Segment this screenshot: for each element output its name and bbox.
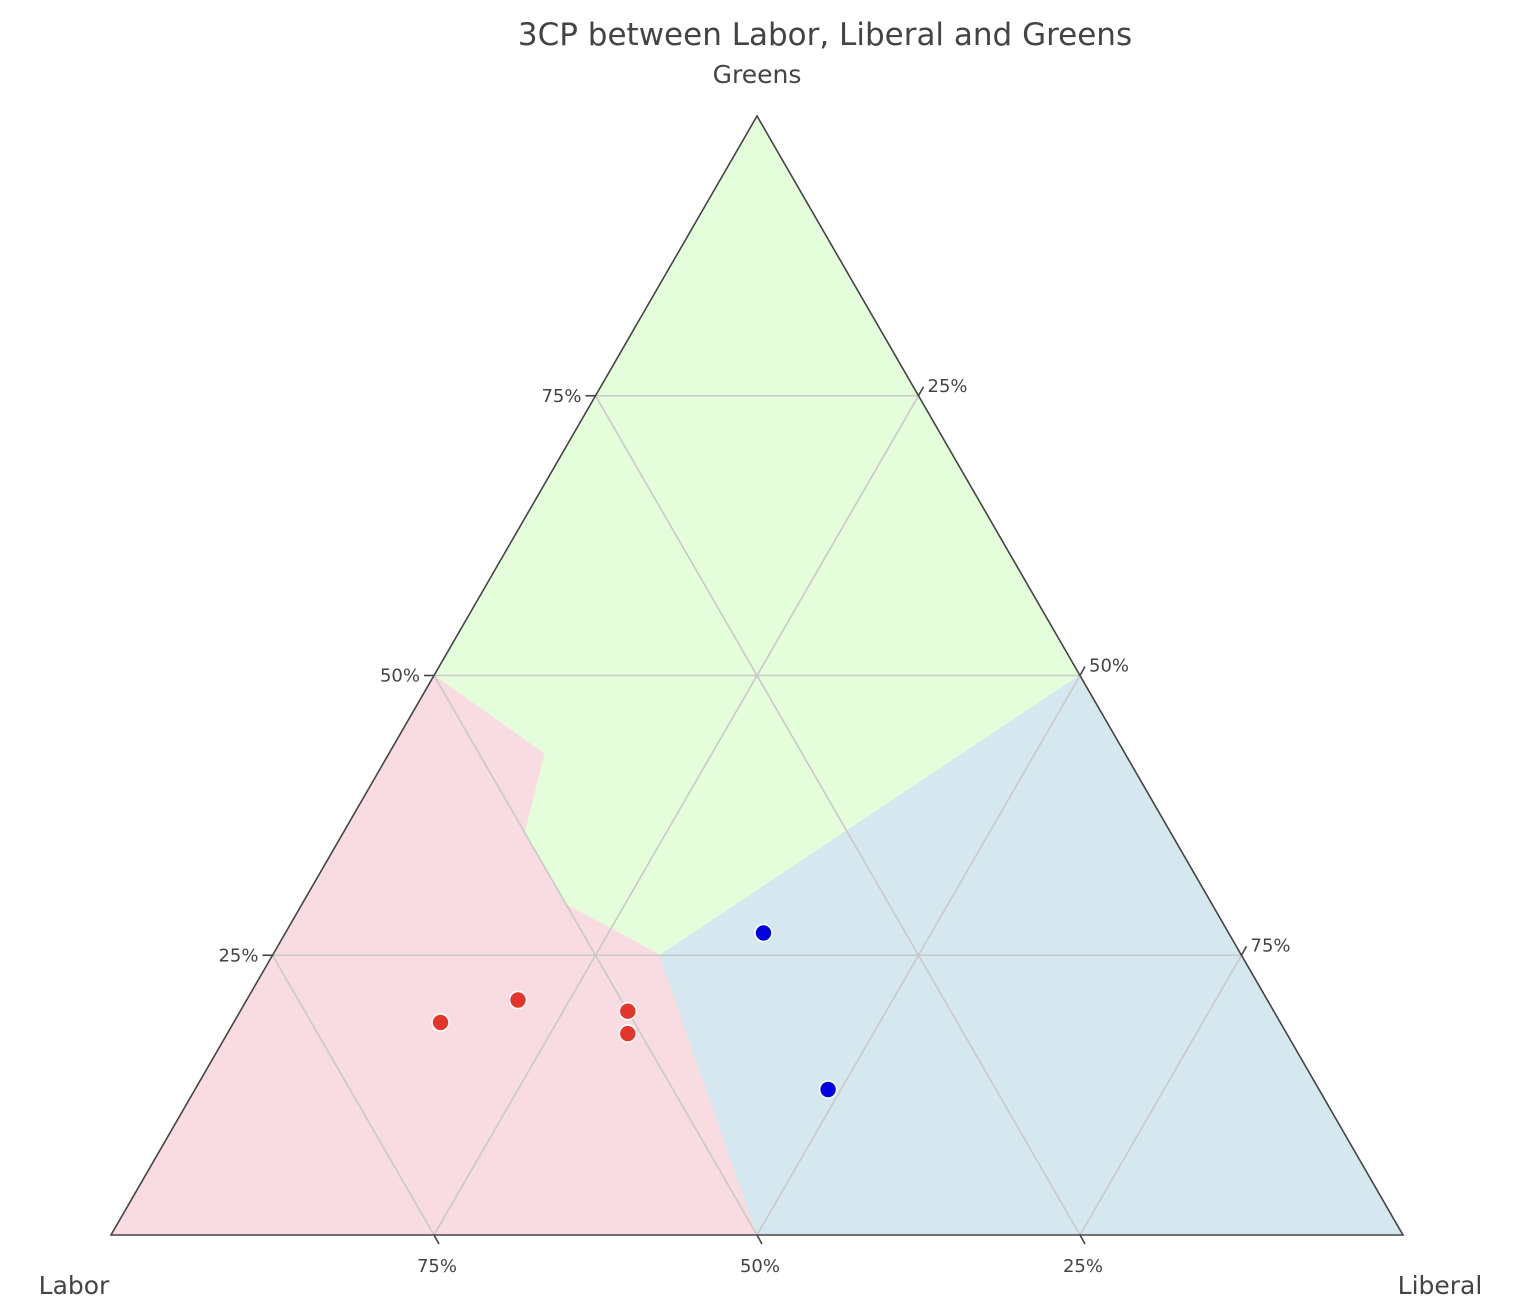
tick-mark-labor-25 [1079, 1234, 1086, 1245]
chart-title: 3CP between Labor, Liberal and Greens [518, 17, 1132, 53]
tick-label-labor-75: 75% [417, 1256, 457, 1277]
axis-title-greens: Greens [713, 60, 802, 89]
data-point-s1-3 [618, 1001, 638, 1021]
tick-label-labor-50: 50% [740, 1256, 780, 1277]
tick-label-liberal-25: 25% [928, 376, 968, 397]
tick-label-liberal-75: 75% [1251, 935, 1291, 956]
axis-title-labor: Labor [39, 1271, 110, 1300]
data-point-s1-1 [508, 990, 528, 1010]
data-point-s2-2 [818, 1080, 838, 1099]
tick-label-labor-25: 25% [1063, 1256, 1103, 1277]
tick-label-greens-75: 75% [541, 386, 581, 407]
grid-lines [271, 394, 1243, 1236]
tick-label-greens-25: 25% [218, 945, 258, 966]
tick-mark-liberal-25 [917, 386, 925, 397]
grid-line-labor-50 [433, 675, 758, 1236]
grid-line-liberal-50 [756, 675, 1081, 1236]
tick-label-liberal-50: 50% [1089, 656, 1129, 677]
grid-line-liberal-75 [1079, 954, 1243, 1236]
data-points [431, 923, 838, 1099]
data-point-s1-2 [431, 1013, 450, 1032]
tick-mark-labor-75 [433, 1234, 440, 1245]
data-point-s1-4 [618, 1024, 638, 1043]
tick-marks: 25% 25% 25% 50% 50% 50% 75% 75% 75% [218, 376, 1290, 1277]
tick-mark-labor-50 [756, 1234, 763, 1245]
grid-line-labor-25 [594, 395, 1081, 1236]
data-point-s2-1 [754, 923, 773, 943]
grid-line-labor-75 [271, 954, 435, 1236]
axis-title-liberal: Liberal [1398, 1271, 1483, 1300]
tick-mark-liberal-75 [1240, 945, 1248, 956]
tick-mark-liberal-50 [1079, 666, 1086, 676]
grid-line-liberal-25 [433, 395, 920, 1236]
tick-label-greens-50: 50% [380, 666, 420, 687]
